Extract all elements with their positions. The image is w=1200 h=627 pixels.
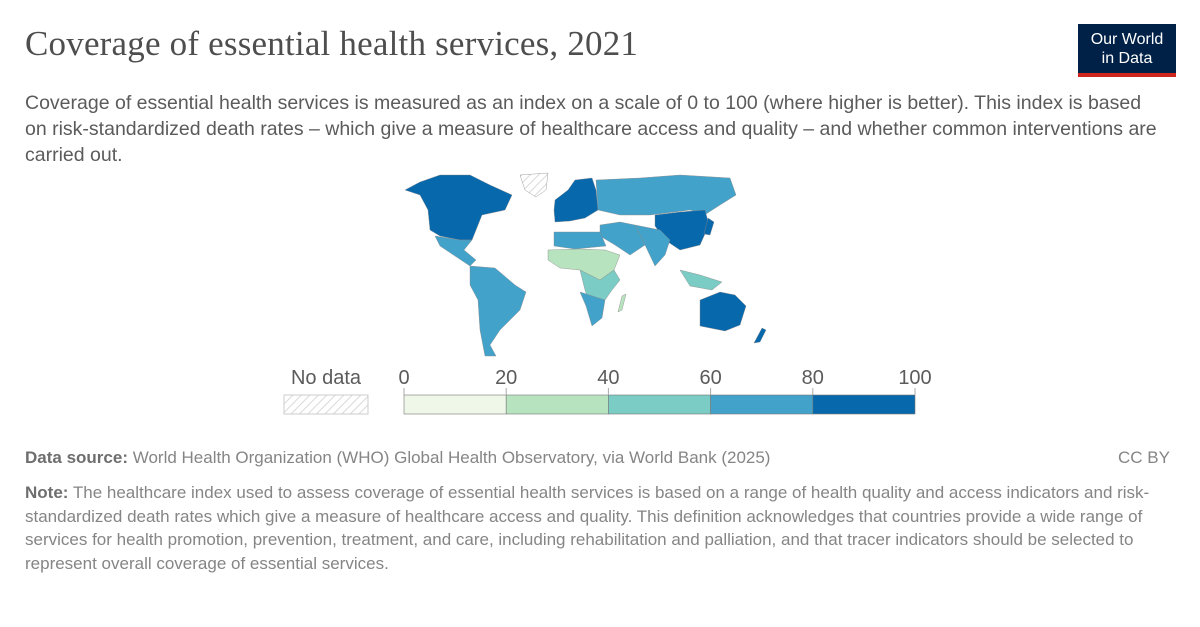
- legend-no-data-swatch[interactable]: [283, 394, 369, 415]
- legend-bin-1[interactable]: [505, 394, 609, 415]
- legend-tick-label: 60: [699, 367, 721, 389]
- legend-tick-label: 80: [802, 367, 824, 389]
- region-new-zealand[interactable]: [753, 327, 767, 344]
- region-japan[interactable]: [703, 217, 715, 236]
- license[interactable]: CC BY: [1118, 448, 1170, 467]
- region-southeast-asia[interactable]: [679, 269, 723, 291]
- region-europe[interactable]: [553, 177, 599, 223]
- legend-bin-2[interactable]: [608, 394, 711, 415]
- legend-bin-4[interactable]: [812, 394, 916, 415]
- region-madagascar[interactable]: [617, 293, 627, 313]
- legend-tick-label: 20: [495, 367, 517, 389]
- logo-line1: Our World: [1090, 31, 1164, 48]
- region-north-america-us-canada-[interactable]: [404, 174, 513, 241]
- note: Note: The healthcare index used to asses…: [25, 481, 1175, 575]
- legend-bin-0[interactable]: [403, 394, 507, 415]
- region-greenland[interactable]: [519, 172, 549, 198]
- source-label: Data source:: [25, 448, 128, 467]
- region-southern-africa[interactable]: [579, 291, 606, 327]
- source-text[interactable]: World Health Organization (WHO) Global H…: [132, 448, 771, 467]
- region-mexico-central-america[interactable]: [434, 235, 477, 267]
- chart-subtitle: Coverage of essential health services is…: [25, 92, 1157, 166]
- owid-logo[interactable]: Our World in Data: [1078, 24, 1176, 77]
- note-label: Note:: [25, 483, 69, 502]
- region-australia[interactable]: [699, 291, 747, 332]
- data-source: Data source: World Health Organization (…: [25, 448, 770, 468]
- legend-tick-label: 40: [597, 367, 619, 389]
- legend-bin-3[interactable]: [710, 394, 814, 415]
- legend-tick-label: 100: [898, 367, 931, 389]
- legend-no-data-label: No data: [291, 367, 362, 389]
- logo-line2: in Data: [1101, 50, 1153, 67]
- region-north-africa[interactable]: [553, 231, 607, 250]
- legend-tick-label: 0: [398, 367, 409, 389]
- note-text: The healthcare index used to assess cove…: [25, 483, 1150, 573]
- chart-title: Coverage of essential health services, 2…: [25, 24, 639, 63]
- region-russia-central-asia[interactable]: [595, 174, 737, 216]
- region-south-america[interactable]: [469, 265, 527, 357]
